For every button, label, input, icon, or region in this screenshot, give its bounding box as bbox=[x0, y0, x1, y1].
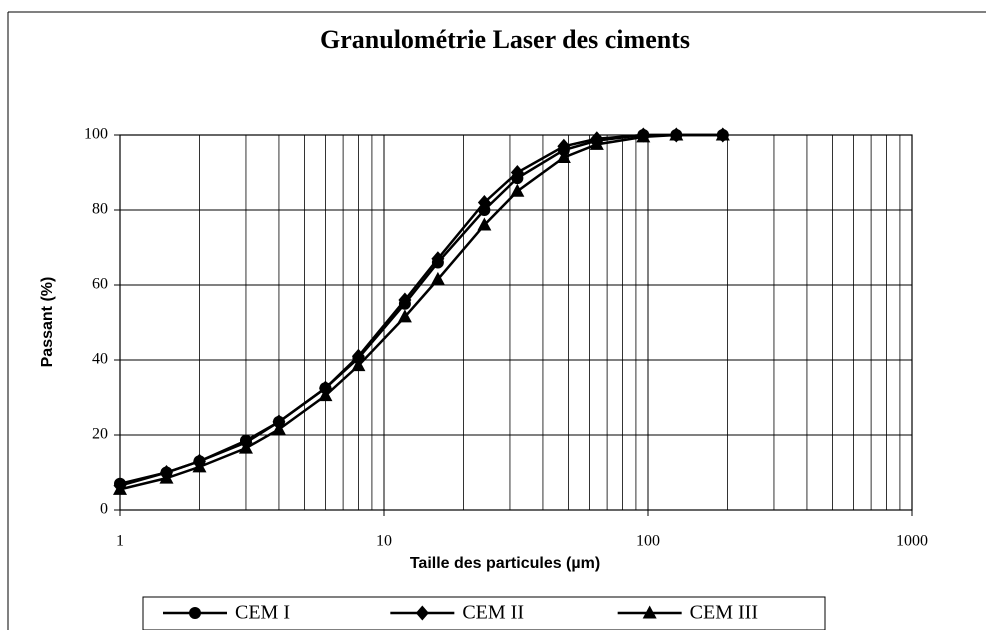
plot-border bbox=[119, 134, 913, 511]
legend-label: CEM I bbox=[235, 602, 290, 624]
y-tick-label: 0 bbox=[100, 501, 108, 518]
data-point bbox=[159, 470, 174, 484]
series-line bbox=[119, 133, 723, 485]
legend-marker bbox=[189, 607, 201, 619]
chart-title: Granulométrie Laser des ciments bbox=[320, 25, 690, 54]
data-point bbox=[477, 217, 492, 231]
legend-label: CEM II bbox=[462, 602, 524, 624]
x-axis-label: Taille des particules (µm) bbox=[410, 555, 600, 572]
data-point bbox=[589, 136, 604, 150]
x-tick-label: 100 bbox=[636, 533, 660, 550]
legend-marker bbox=[415, 605, 429, 621]
data-point bbox=[271, 421, 286, 435]
y-tick-label: 20 bbox=[92, 426, 108, 443]
x-tick-label: 1 bbox=[116, 533, 124, 550]
data-point bbox=[510, 165, 524, 180]
data-point bbox=[192, 459, 207, 473]
data-point bbox=[510, 183, 525, 197]
series-line bbox=[119, 133, 723, 487]
data-point bbox=[556, 150, 571, 163]
x-tick-label: 1000 bbox=[896, 533, 928, 550]
legend-box bbox=[142, 596, 826, 630]
data-point bbox=[397, 309, 412, 323]
y-axis-label: Passant (%) bbox=[39, 277, 56, 368]
data-point bbox=[477, 195, 491, 210]
data-point bbox=[238, 440, 253, 454]
data-point bbox=[636, 129, 651, 143]
data-point bbox=[715, 127, 730, 141]
y-tick-label: 40 bbox=[92, 351, 108, 368]
x-tick-label: 10 bbox=[376, 533, 392, 550]
data-point bbox=[113, 481, 127, 495]
series-line bbox=[119, 133, 723, 491]
data-point bbox=[351, 358, 366, 372]
y-tick-label: 60 bbox=[92, 276, 108, 293]
y-tick-label: 80 bbox=[92, 201, 108, 218]
data-point bbox=[351, 348, 365, 364]
data-point bbox=[431, 251, 445, 267]
data-point bbox=[669, 127, 684, 141]
data-point bbox=[557, 138, 571, 154]
y-tick-label: 100 bbox=[84, 126, 108, 143]
data-point bbox=[398, 292, 412, 308]
legend-label: CEM III bbox=[690, 602, 758, 624]
data-point bbox=[318, 388, 333, 402]
data-point bbox=[430, 271, 445, 285]
legend-marker bbox=[642, 605, 657, 619]
